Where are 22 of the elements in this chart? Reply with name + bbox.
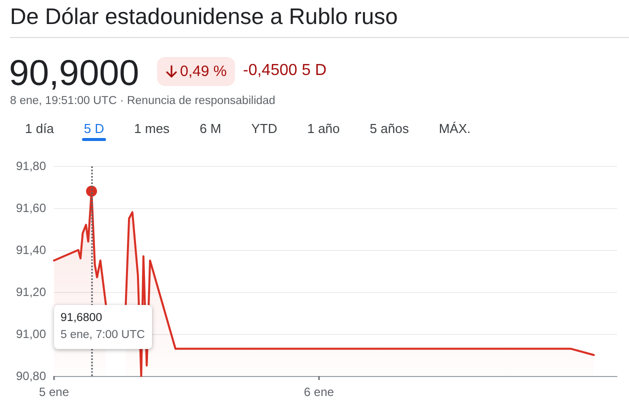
y-tick-label: 91,00 [16, 327, 46, 341]
text: 90,9000 [9, 52, 140, 93]
text: 5 D [84, 121, 104, 136]
y-tick-label: 91,60 [16, 201, 46, 215]
x-tick-label: 5 ene [38, 385, 70, 399]
text: 6 M [198, 121, 222, 138]
x-tick-label: 6 ene [304, 385, 334, 399]
text: -0,4500 5 D [243, 62, 327, 80]
y-tick-label: 90,80 [16, 369, 46, 383]
chart-title: De Dólar estadounidense a Rublo ruso [10, 4, 398, 30]
text: 1 día [24, 121, 55, 138]
y-tick-label: 91,80 [16, 159, 46, 173]
text: MÁX. [438, 121, 472, 138]
text: 1 año [306, 121, 341, 138]
text: 5 años [368, 121, 410, 138]
text: 0,49 % [180, 63, 227, 80]
y-tick-label: 91,40 [16, 243, 46, 257]
chart-subtitle: 8 ene, 19:51:00 UTC · Renuncia de responsabilidad [10, 95, 276, 107]
annotation: 91,6800 5 ene, 7:00 UTC [60, 311, 145, 343]
text: YTD [250, 121, 278, 138]
text: 1 mes [133, 121, 171, 138]
y-tick-label: 91,20 [16, 285, 46, 299]
